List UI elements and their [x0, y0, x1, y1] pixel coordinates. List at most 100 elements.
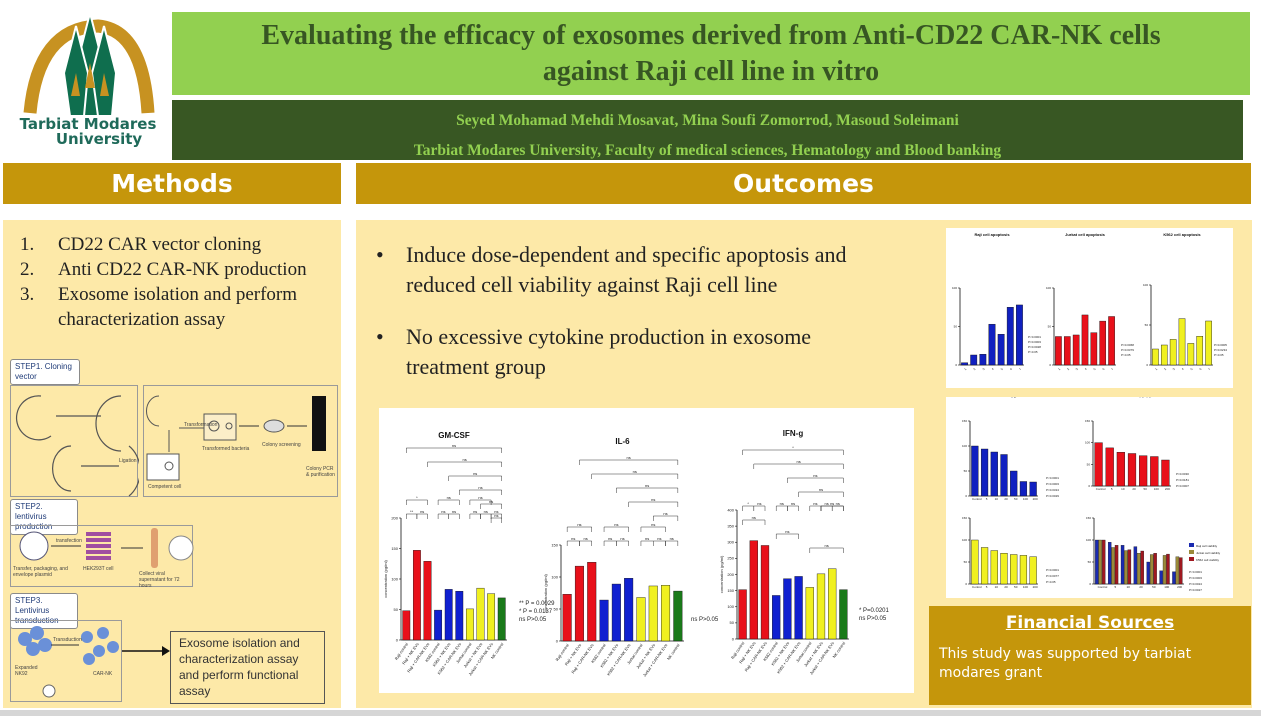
- transduction-label: Transduction: [53, 637, 82, 643]
- significance-label: ns: [824, 543, 828, 548]
- x-axis-label: Concentration (µg): [1120, 397, 1145, 398]
- significance-bracket: [469, 499, 492, 505]
- x-tick-label: Control: [1096, 487, 1106, 491]
- y-tick-label: 250: [727, 556, 734, 561]
- significance-label: ns: [813, 473, 817, 478]
- legend-entry: ns P>0.05: [519, 617, 547, 623]
- significance-label: ns: [670, 536, 674, 541]
- item-number: 1.: [20, 234, 35, 255]
- y-tick-label: 0: [732, 636, 735, 641]
- legend-entry: P=0.0027: [1189, 588, 1202, 592]
- y-axis-label: concentration (pg/ml): [383, 560, 388, 598]
- bar: [1140, 550, 1144, 585]
- bar: [636, 597, 646, 642]
- significance-label: ns: [780, 501, 784, 506]
- item-number: 2.: [20, 259, 35, 280]
- y-tick-label: 100: [391, 576, 398, 581]
- bullet-text: No excessive cytokine production in exos…: [406, 324, 812, 379]
- chart-title: IL-6: [615, 437, 630, 446]
- legend-entry: P=0.0028: [1028, 345, 1041, 349]
- y-tick-label: 0: [955, 363, 957, 367]
- significance-bracket: [603, 540, 617, 546]
- legend-label: K562 cell viability: [1196, 558, 1220, 562]
- bar: [455, 590, 464, 641]
- bar: [412, 550, 421, 641]
- methods-item: 2. Anti CD22 CAR-NK production: [20, 257, 340, 282]
- significance-label: *: [747, 501, 749, 506]
- significance-bracket: [406, 447, 502, 453]
- x-tick-label: 50: [1143, 487, 1147, 491]
- x-tick-label: 1: [1057, 367, 1061, 371]
- significance-bracket: [406, 499, 428, 505]
- y-tick-label: 300: [727, 540, 734, 545]
- y-tick-label: 0: [1146, 363, 1148, 367]
- bar: [1114, 545, 1119, 585]
- legend-entry: P<0.0001: [1028, 335, 1041, 339]
- bar: [673, 590, 683, 642]
- x-tick-label: 200: [1033, 497, 1038, 501]
- y-tick-label: 50: [964, 560, 968, 564]
- significance-bracket: [566, 540, 580, 546]
- significance-label: ns: [645, 536, 649, 541]
- poster-title: Evaluating the efficacy of exosomes deri…: [172, 12, 1250, 95]
- y-tick-label: 100: [1046, 286, 1051, 290]
- x-tick-label: 20: [1004, 497, 1008, 501]
- bar: [1010, 554, 1018, 585]
- significance-label: ns: [757, 501, 761, 506]
- significance-bracket: [448, 475, 502, 481]
- x-tick-label: 1: [963, 367, 967, 371]
- bar: [1090, 332, 1098, 366]
- y-tick-label: 0: [396, 637, 399, 642]
- cypress-arch-logo-icon: [23, 12, 155, 117]
- x-tick-label: 6: [1101, 367, 1105, 371]
- significance-label: ns: [452, 443, 456, 448]
- item-text: Anti CD22 CAR-NK production: [58, 259, 307, 280]
- y-tick-label: 50: [394, 607, 399, 612]
- x-tick-label: 10: [1121, 487, 1125, 491]
- significance-label: ns: [836, 501, 840, 506]
- significance-bracket: [753, 505, 766, 511]
- x-tick-label: 2: [1163, 367, 1167, 371]
- significance-label: ns: [478, 485, 482, 490]
- significance-bracket: [616, 487, 679, 493]
- legend-entry: ** P = 0.0029: [519, 601, 555, 607]
- x-tick-label: 5: [986, 497, 988, 501]
- x-axis-label: Concentration (µg): [992, 397, 1017, 398]
- exosome-assay-box: Exosome isolation and characterization a…: [170, 631, 325, 704]
- y-tick-label: 0: [965, 582, 967, 586]
- affiliation: Tarbiat Modares University, Faculty of m…: [413, 142, 1002, 159]
- bar: [1063, 336, 1071, 366]
- y-tick-label: 0: [1089, 582, 1091, 586]
- logo-text-line2: University: [55, 130, 143, 148]
- x-tick-label: 200: [1165, 487, 1170, 491]
- significance-bracket: [427, 461, 502, 467]
- y-tick-label: 50: [964, 469, 968, 473]
- x-tick-label: 100: [1023, 585, 1028, 589]
- legend-entry: P<0.0001: [1046, 476, 1059, 480]
- significance-bracket: [775, 533, 799, 539]
- legend-entry: P=0.0001: [1046, 568, 1059, 572]
- legend-entry: ns P>0.05: [691, 617, 719, 623]
- y-tick-label: 50: [1145, 323, 1149, 327]
- x-axis-label: Concentration (µg): [992, 397, 1017, 398]
- bar: [738, 589, 747, 640]
- significance-label: ns: [657, 536, 661, 541]
- y-tick-label: 200: [727, 572, 734, 577]
- legend-entry: P=0.0379: [1121, 348, 1134, 352]
- outcomes-header: Outcomes: [356, 163, 1251, 204]
- y-tick-label: 100: [1086, 538, 1091, 542]
- significance-label: ns: [813, 501, 817, 506]
- legend-swatch: [1189, 557, 1194, 561]
- item-text: CD22 CAR vector cloning: [58, 234, 262, 255]
- bar: [1072, 334, 1080, 366]
- x-tick-label: 200: [1177, 585, 1182, 589]
- bar: [1133, 546, 1138, 585]
- x-tick-label: 50: [1014, 497, 1018, 501]
- viability-charts-figure: Raji cell viability050100150Control51020…: [946, 397, 1233, 598]
- expanded-nk92-label: Expanded NK92: [15, 665, 38, 677]
- x-tick-label: 10: [1126, 585, 1130, 589]
- significance-label: ns: [651, 522, 655, 527]
- significance-label: ns: [494, 509, 498, 514]
- significance-label: ns: [420, 509, 424, 514]
